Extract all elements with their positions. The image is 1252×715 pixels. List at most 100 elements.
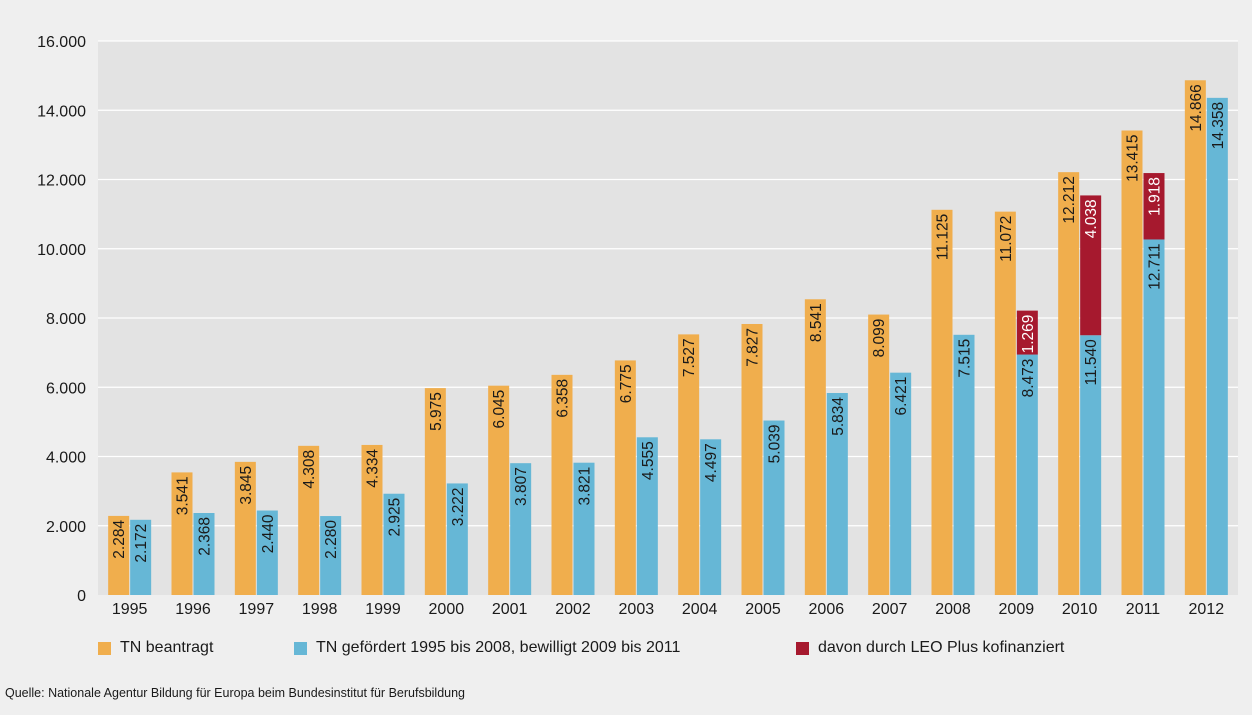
data-label-gefoerdert: 3.222 <box>450 487 467 526</box>
bar-beantragt <box>1121 130 1143 596</box>
x-tick-label: 2007 <box>872 601 908 618</box>
legend-label-gefoerdert: TN gefördert 1995 bis 2008, bewilligt 20… <box>316 639 681 656</box>
bar-gefoerdert <box>826 392 848 595</box>
x-tick-label: 1999 <box>365 601 401 618</box>
x-tick-label: 2003 <box>619 601 655 618</box>
data-label-gefoerdert: 7.515 <box>957 339 974 378</box>
y-tick-label: 0 <box>77 588 86 605</box>
bar-beantragt <box>551 374 573 595</box>
bar-gefoerdert <box>700 439 722 595</box>
y-axis-ticks: 0 2.000 4.000 6.000 8.000 10.000 12.000 14.000 1… <box>37 34 86 605</box>
data-label-beantragt: 12.212 <box>1061 176 1078 223</box>
data-label-gefoerdert: 3.807 <box>513 467 530 506</box>
data-label-gefoerdert: 8.473 <box>1020 359 1037 398</box>
bars <box>108 80 1228 596</box>
data-label-gefoerdert: 2.280 <box>323 520 340 559</box>
x-tick-label: 2011 <box>1126 601 1161 618</box>
data-label-leo-plus: 1.918 <box>1147 177 1164 216</box>
bar-beantragt <box>804 299 826 595</box>
legend-label-leo-plus: davon durch LEO Plus kofinanziert <box>818 639 1065 656</box>
bar-gefoerdert <box>510 463 532 595</box>
data-label-gefoerdert: 5.039 <box>767 425 784 464</box>
data-label-beantragt: 8.099 <box>871 319 888 358</box>
x-tick-label: 2010 <box>1062 601 1098 618</box>
x-tick-label: 2004 <box>682 601 718 618</box>
bar-beantragt <box>994 211 1016 595</box>
data-label-gefoerdert: 2.368 <box>197 517 214 556</box>
legend-item-leo-plus: davon durch LEO Plus kofinanziert <box>796 636 1064 660</box>
data-label-beantragt: 6.775 <box>618 364 635 403</box>
data-label-beantragt: 14.866 <box>1188 84 1205 131</box>
data-label-leo-plus: 1.269 <box>1020 315 1037 354</box>
bar-leo-plus <box>1143 173 1165 240</box>
grid-lines <box>98 40 1238 527</box>
bar-gefoerdert <box>1143 239 1165 595</box>
x-tick-label: 1996 <box>175 601 211 618</box>
bar-beantragt <box>108 515 130 595</box>
bar-leo-plus <box>1080 195 1102 336</box>
bar-beantragt <box>868 314 890 595</box>
bar-beantragt <box>361 444 383 595</box>
bar-gefoerdert <box>763 420 785 595</box>
bar-beantragt <box>614 360 636 595</box>
y-tick-label: 14.000 <box>37 103 86 120</box>
x-tick-label: 1998 <box>302 601 338 618</box>
bar-gefoerdert <box>446 483 468 595</box>
x-tick-label: 2008 <box>935 601 971 618</box>
y-tick-label: 8.000 <box>46 311 86 328</box>
bar-gefoerdert <box>1206 97 1228 595</box>
y-tick-label: 4.000 <box>46 450 86 467</box>
bar-beantragt <box>741 323 763 595</box>
data-label-beantragt: 7.827 <box>745 328 762 367</box>
legend-label-beantragt: TN beantragt <box>120 639 214 656</box>
bar-beantragt <box>298 445 320 595</box>
legend-swatch-leo-plus <box>796 641 809 655</box>
x-tick-label: 2001 <box>492 601 528 618</box>
bar-gefoerdert <box>636 437 658 595</box>
data-label-gefoerdert: 2.440 <box>260 514 277 553</box>
legend-swatch-gefoerdert <box>294 641 307 655</box>
y-tick-label: 12.000 <box>37 173 86 190</box>
bar-beantragt <box>1058 172 1080 596</box>
bar-gefoerdert <box>573 462 595 595</box>
data-label-beantragt: 4.334 <box>365 449 382 488</box>
legend-swatch-beantragt <box>98 641 111 655</box>
data-label-beantragt: 6.045 <box>491 390 508 429</box>
bar-beantragt <box>234 461 256 595</box>
x-axis-ticks: 1995 1996 1997 1998 1999 2000 2001 2002 2003 2004… <box>112 601 1224 618</box>
bar-beantragt <box>171 472 193 595</box>
data-label-gefoerdert: 11.540 <box>1083 339 1100 386</box>
bar-beantragt <box>678 334 700 595</box>
bar-gefoerdert <box>1080 335 1102 595</box>
source-note: Quelle: Nationale Agentur Bildung für Eu… <box>5 686 466 700</box>
bar-beantragt <box>1184 80 1206 595</box>
data-label-beantragt: 13.415 <box>1125 135 1142 182</box>
legend-item-beantragt: TN beantragt <box>98 636 213 660</box>
x-tick-label: 2005 <box>745 601 781 618</box>
data-label-beantragt: 5.975 <box>428 392 445 431</box>
data-label-gefoerdert: 5.834 <box>830 397 847 436</box>
bar-beantragt <box>931 209 953 595</box>
data-label-beantragt: 2.284 <box>111 520 128 559</box>
bar-gefoerdert <box>256 510 278 595</box>
bar-leo-plus <box>1016 310 1038 355</box>
bar-gefoerdert <box>320 516 342 595</box>
legend-item-gefoerdert: TN gefördert 1995 bis 2008, bewilligt 20… <box>294 636 680 660</box>
x-tick-label: 2009 <box>999 601 1035 618</box>
bar-beantragt <box>424 388 446 595</box>
data-label-gefoerdert: 4.497 <box>703 443 720 482</box>
data-label-gefoerdert: 3.821 <box>577 467 594 506</box>
bar-beantragt <box>488 385 510 595</box>
data-label-gefoerdert: 6.421 <box>893 377 910 416</box>
data-label-beantragt: 11.125 <box>935 214 952 260</box>
bar-gefoerdert <box>1016 354 1038 595</box>
bar-gefoerdert <box>193 513 215 595</box>
bar-gefoerdert <box>890 372 912 595</box>
data-label-gefoerdert: 2.925 <box>387 498 404 537</box>
bar-gefoerdert <box>383 493 405 595</box>
x-tick-label: 2000 <box>429 601 465 618</box>
x-tick-label: 1997 <box>239 601 275 618</box>
x-tick-label: 2002 <box>555 601 591 618</box>
data-label-gefoerdert: 2.172 <box>133 524 150 563</box>
